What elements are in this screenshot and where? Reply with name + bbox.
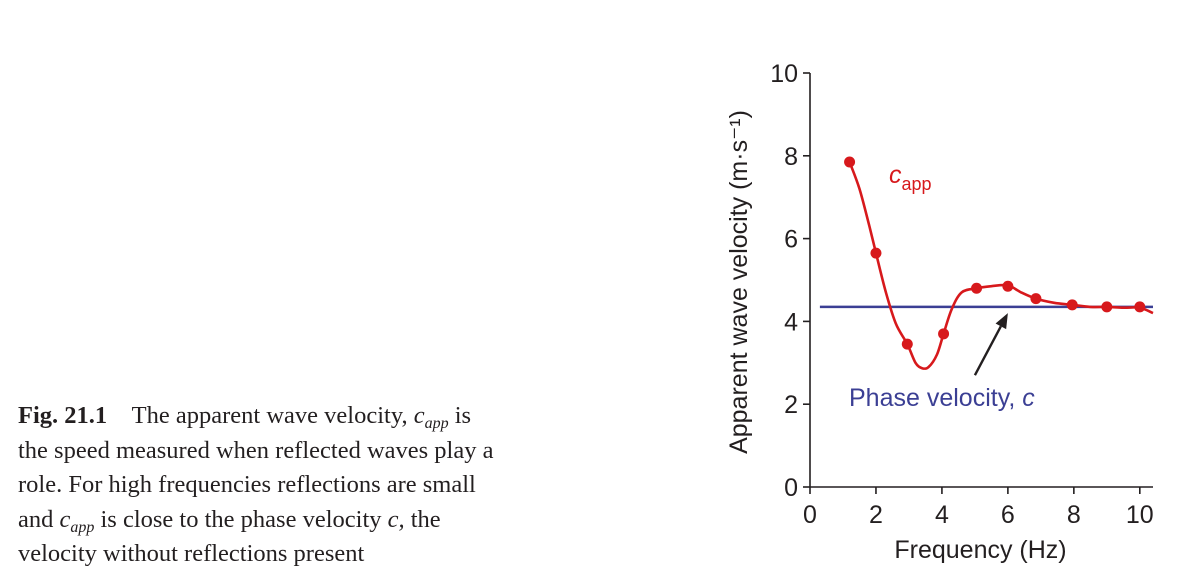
c-app-data-point (1066, 299, 1078, 311)
caption-line: and capp is close to the phase velocity … (18, 503, 608, 538)
c-app-label: capp (889, 161, 932, 194)
annotation-arrow-shaft (973, 325, 1002, 376)
x-tick-label: 0 (803, 501, 817, 529)
caption-text: app (424, 415, 449, 432)
x-tick-label: 6 (1001, 501, 1015, 529)
c-app-data-point (1030, 293, 1042, 305)
caption-text: velocity without reflections present (18, 540, 365, 567)
phase-velocity-label: Phase velocity, c (849, 384, 1035, 412)
x-tick-label: 8 (1067, 501, 1081, 529)
caption-text: role. For high frequencies reflections a… (18, 471, 476, 498)
phase-velocity-label-main: Phase velocity, (849, 384, 1022, 412)
c-app-data-point (844, 156, 856, 168)
caption-text: the (404, 505, 441, 533)
x-tick-label: 4 (935, 501, 949, 529)
y-tick-label: 8 (784, 143, 798, 171)
c-app-label-main: c (889, 161, 902, 189)
caption-text: is close to the phase velocity (94, 505, 388, 533)
c-app-data-point (1101, 301, 1113, 313)
x-axis-label: Frequency (Hz) (894, 536, 1066, 564)
y-tick-label: 0 (784, 474, 798, 502)
caption-text: c (413, 402, 425, 429)
c-app-curve (848, 161, 1154, 371)
annotation-arrow-head (995, 313, 1008, 330)
x-tick-label: 10 (1126, 501, 1154, 529)
y-tick-label: 2 (784, 391, 798, 419)
figure-caption: Fig. 21.1 The apparent wave velocity, ca… (18, 399, 608, 572)
c-app-data-point (938, 328, 950, 340)
c-app-label-sub: app (902, 174, 932, 194)
caption-line: the speed measured when reflected waves … (18, 434, 608, 469)
c-app-data-point (901, 338, 913, 350)
c-app-data-point (870, 247, 882, 259)
caption-text: c (59, 505, 71, 533)
caption-text: the speed measured when reflected waves … (18, 436, 494, 464)
caption-text: and (18, 505, 60, 533)
caption-text: app (70, 518, 95, 536)
caption-text: is (448, 402, 472, 429)
caption-text: The apparent wave velocity, (131, 402, 414, 429)
c-app-data-point (1002, 280, 1014, 292)
y-axis-label: Apparent wave velocity (m·s⁻¹) (725, 110, 753, 454)
phase-velocity-label-c: c (1022, 384, 1035, 412)
caption-line: role. For high frequencies reflections a… (18, 468, 608, 503)
figure-label: Fig. 21.1 (18, 402, 108, 429)
caption-line: velocity without reflections present (18, 537, 608, 572)
y-tick-label: 10 (770, 60, 798, 88)
y-tick-label: 4 (784, 308, 798, 336)
caption-text: c, (387, 505, 405, 533)
caption-line: Fig. 21.1 The apparent wave velocity, ca… (18, 399, 608, 434)
c-app-data-point (971, 282, 983, 294)
y-tick-label: 6 (784, 226, 798, 254)
c-app-data-point (1134, 301, 1146, 313)
x-tick-label: 2 (869, 501, 883, 529)
